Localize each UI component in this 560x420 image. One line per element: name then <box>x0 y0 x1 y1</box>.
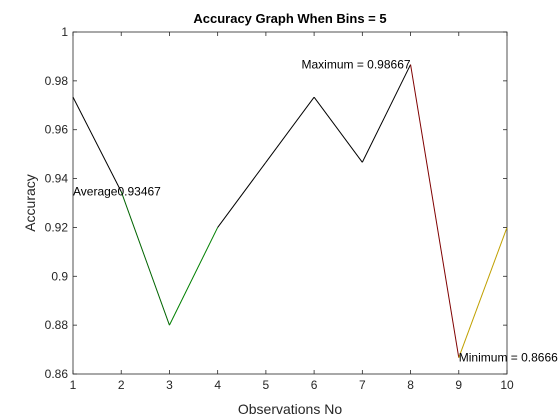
x-axis-ticks: 1 2 3 4 5 6 7 8 9 10 <box>70 32 514 392</box>
annotation-label: Minimum = 0.8666 <box>459 351 558 365</box>
y-tick-label: 0.96 <box>45 123 69 137</box>
x-tick-label: 9 <box>455 378 462 392</box>
series-lines <box>72 64 508 358</box>
y-axis-label: Accuracy <box>22 174 38 232</box>
plot-area <box>72 31 508 375</box>
series-segment <box>313 96 363 163</box>
x-tick-label: 2 <box>118 378 125 392</box>
series-segment <box>265 96 315 163</box>
annotations: Average0.93467 Maximum = 0.98667 Minimum =… <box>73 58 558 365</box>
y-tick-label: 0.94 <box>45 172 69 186</box>
x-tick-label: 10 <box>500 378 514 392</box>
x-tick-label: 3 <box>166 378 173 392</box>
x-tick-label: 4 <box>214 378 221 392</box>
series-segment <box>361 64 412 163</box>
y-tick-label: 0.98 <box>45 74 69 88</box>
x-axis-label: Observations No <box>238 401 342 417</box>
y-tick-label: 0.92 <box>45 220 69 234</box>
x-tick-label: 8 <box>407 378 414 392</box>
y-tick-label: 0.86 <box>45 367 69 381</box>
y-axis-ticks: 0.86 0.88 0.9 0.92 0.94 0.96 0.98 1 <box>45 25 507 381</box>
annotation-label: Average0.93467 <box>73 185 161 199</box>
x-tick-label: 6 <box>311 378 318 392</box>
series-segment <box>72 96 122 192</box>
chart-title: Accuracy Graph When Bins = 5 <box>193 11 386 26</box>
y-tick-label: 0.88 <box>45 318 69 332</box>
series-segment <box>458 227 508 358</box>
x-tick-label: 5 <box>263 378 270 392</box>
y-tick-label: 1 <box>61 25 68 39</box>
annotation-label: Maximum = 0.98667 <box>301 58 410 72</box>
series-segment <box>410 64 460 358</box>
series-segment <box>217 161 267 228</box>
y-tick-label: 0.9 <box>51 269 68 283</box>
series-segment <box>120 191 170 326</box>
x-tick-label: 1 <box>70 378 77 392</box>
x-tick-label: 7 <box>359 378 366 392</box>
series-segment <box>168 227 219 326</box>
